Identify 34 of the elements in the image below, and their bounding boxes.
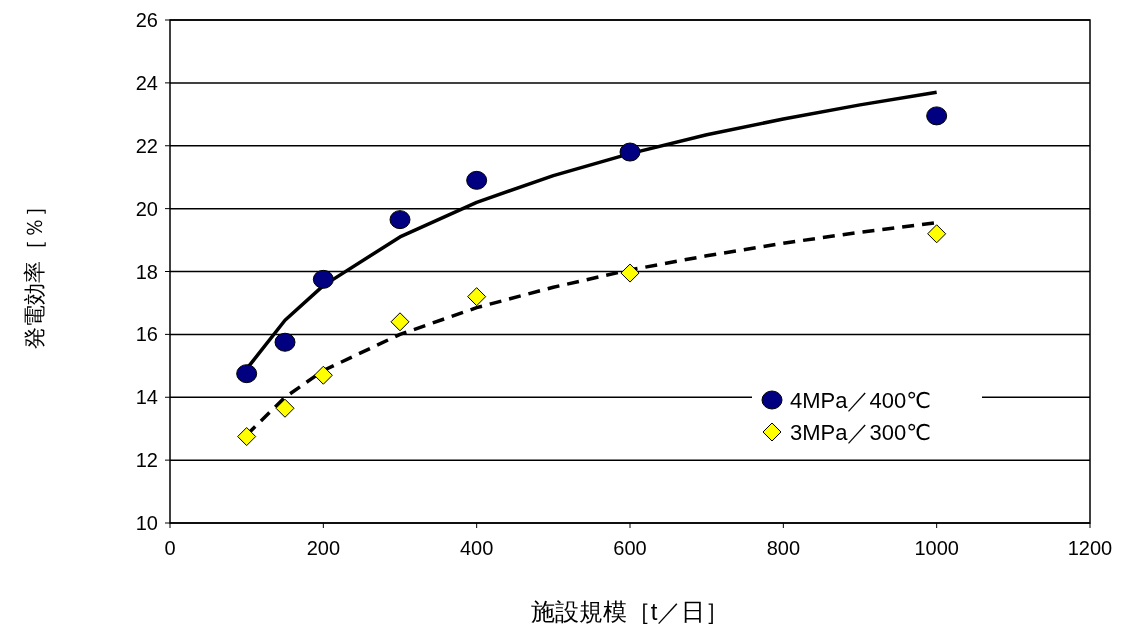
- point: [274, 332, 296, 352]
- x-tick-label: 400: [459, 537, 494, 559]
- point: [926, 106, 948, 126]
- y-tick-label: 26: [135, 9, 158, 31]
- y-tick-label: 24: [135, 71, 158, 94]
- point: [620, 263, 640, 283]
- x-tick-label: 0: [164, 537, 176, 559]
- y-tick-label: 10: [135, 512, 158, 534]
- point: [467, 287, 487, 307]
- point: [275, 398, 295, 418]
- x-tick-label: 200: [306, 537, 341, 559]
- point: [237, 427, 257, 447]
- x-tick-label: 600: [613, 537, 647, 559]
- point: [390, 312, 410, 332]
- point: [312, 269, 334, 289]
- y-tick-label: 14: [135, 386, 158, 409]
- x-axis-title: 施設規模［t／日］: [530, 598, 730, 625]
- y-tick-label: 18: [135, 260, 158, 283]
- legend-label: 3MPa／300℃: [790, 420, 931, 445]
- x-tick-label: 800: [766, 537, 801, 559]
- point: [927, 224, 947, 244]
- x-tick-label: 1000: [914, 537, 959, 559]
- y-tick-label: 16: [135, 323, 158, 346]
- point: [389, 210, 411, 230]
- y-tick-label: 12: [135, 449, 158, 472]
- point: [313, 365, 333, 385]
- legend-label: 4MPa／400℃: [790, 388, 931, 413]
- y-axis-title: 発電効率［％］: [22, 194, 47, 349]
- x-tick-label: 1200: [1067, 537, 1113, 559]
- y-tick-label: 22: [135, 134, 158, 157]
- point: [466, 170, 488, 190]
- point: [236, 364, 258, 384]
- y-tick-label: 20: [135, 197, 158, 220]
- point: [619, 142, 641, 162]
